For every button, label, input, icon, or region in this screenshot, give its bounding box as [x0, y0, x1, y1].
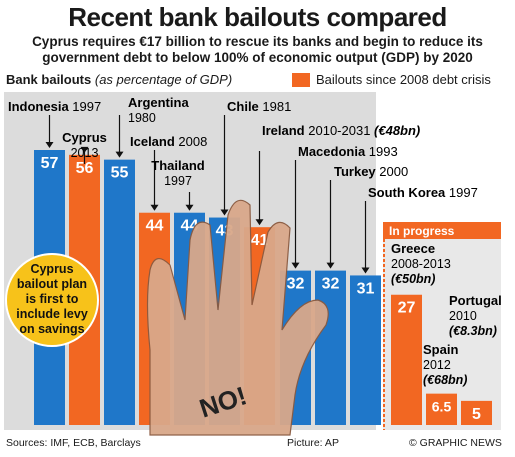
bar-argentina: [104, 159, 135, 426]
bar-year-label: 1980: [128, 111, 156, 125]
bar-value-label: 32: [287, 276, 305, 293]
bar-pointer-arrow: [291, 262, 300, 269]
bar-country-label: Greece: [391, 241, 435, 256]
bar-pointer-arrow: [115, 151, 124, 158]
chart-subtitle: Cyprus requires €17 billion to rescue it…: [32, 34, 483, 65]
in-progress-label: In progress: [389, 224, 455, 238]
legend-orange-swatch: [292, 72, 310, 87]
legend-series-label: Bank bailouts: [6, 72, 92, 87]
bar-country-label: Iceland: [130, 134, 178, 149]
bar-value-label: 5: [472, 406, 481, 423]
bar-label: Indonesia 1997: [8, 99, 101, 114]
bar-pointer-arrow: [255, 219, 264, 226]
bar-country-label: Indonesia: [8, 99, 72, 114]
bar-pointer-arrow: [185, 204, 194, 211]
bar-spain: [461, 400, 492, 425]
bar-south-korea: [350, 275, 381, 425]
bar-year-label: 2010: [449, 309, 477, 323]
legend-bank-bailouts: Bank bailouts (as percentage of GDP): [6, 72, 232, 87]
bar-value-label: 57: [41, 155, 59, 172]
bar-pointer-arrow: [150, 204, 159, 211]
bar-year-label: 2008-2013: [391, 257, 451, 271]
bar-country-label: Chile: [227, 99, 262, 114]
bar-label: Ireland 2010-2031 (€48bn): [262, 123, 420, 138]
bar-pointer-arrow: [361, 267, 370, 274]
bar-amount-label: (€68bn): [423, 373, 467, 387]
hand-shape: [146, 199, 329, 436]
legend-series-note: (as percentage of GDP): [94, 72, 233, 87]
bar-value-label: 41: [251, 232, 269, 249]
bar-country-label: Portugal: [449, 293, 502, 308]
bar-country-label: Argentina: [128, 95, 189, 110]
callout-text-line: include levy: [16, 307, 88, 321]
bar-country-label: Ireland: [262, 123, 308, 138]
bar-label: Chile 1981: [227, 99, 291, 114]
callout-text-line: on savings: [19, 322, 84, 336]
bar-amount-label: (€50bn): [391, 272, 435, 286]
bar-year-label: 1997: [164, 174, 192, 188]
bar-pointer-arrow: [220, 209, 229, 216]
bar-country-label: South Korea: [368, 185, 449, 200]
bar-value-label: 55: [111, 165, 129, 182]
hand-illustration: NO!: [146, 199, 329, 436]
bar-portugal: [426, 393, 457, 425]
bar-country-label: Turkey: [334, 164, 379, 179]
bar-value-label: 32: [322, 276, 340, 293]
bar-pointer-arrow: [326, 262, 335, 269]
footer-picture: Picture: AP: [287, 437, 339, 449]
bar-year-label: 2012: [423, 358, 451, 372]
bar-amount-label: (€48bn): [370, 123, 420, 138]
legend-post-2008: Bailouts since 2008 debt crisis: [292, 72, 491, 87]
callout-text-line: Cyprus: [30, 262, 73, 276]
bar-value-label: 56: [76, 160, 94, 177]
bar-pointer-arrow: [80, 146, 89, 153]
bar-value-label: 31: [357, 280, 375, 297]
bar-year-label: 2000: [379, 164, 408, 179]
bar-year-label: 1997: [72, 99, 101, 114]
bar-value-label: 6.5: [432, 399, 452, 415]
bar-country-label: Macedonia: [298, 144, 369, 159]
bar-country-label: Spain: [423, 342, 458, 357]
bar-greece: [391, 294, 422, 425]
bar-label: Macedonia 1993: [298, 144, 398, 159]
footer-credit: © GRAPHIC NEWS: [409, 437, 502, 449]
in-progress-header: [383, 222, 501, 239]
bar-country-label: Cyprus: [62, 130, 107, 145]
callout-text-line: bailout plan: [17, 277, 87, 291]
bar-label: South Korea 1997: [368, 185, 478, 200]
bar-turkey: [315, 270, 346, 425]
legend-highlight-label: Bailouts since 2008 debt crisis: [316, 72, 491, 87]
bar-year-label: 2010-2031: [308, 123, 370, 138]
bar-value-label: 44: [146, 218, 164, 235]
bar-year-label: 1993: [369, 144, 398, 159]
bar-amount-label: (€8.3bn): [449, 324, 497, 338]
footer-sources: Sources: IMF, ECB, Barclays: [6, 437, 141, 449]
bar-year-label: 2008: [178, 134, 207, 149]
bar-year-label: 2013: [71, 146, 99, 160]
callout-text-line: is first to: [26, 292, 79, 306]
bar-pointer-arrow: [45, 142, 54, 148]
bar-year-label: 1997: [449, 185, 478, 200]
bar-label: Turkey 2000: [334, 164, 408, 179]
bar-value-label: 27: [398, 300, 416, 317]
callout-circle: [5, 253, 99, 347]
bar-year-label: 1981: [262, 99, 291, 114]
chart-title: Recent bank bailouts compared: [68, 2, 447, 32]
bar-country-label: Thailand: [151, 158, 205, 173]
bar-label: Iceland 2008: [130, 134, 207, 149]
